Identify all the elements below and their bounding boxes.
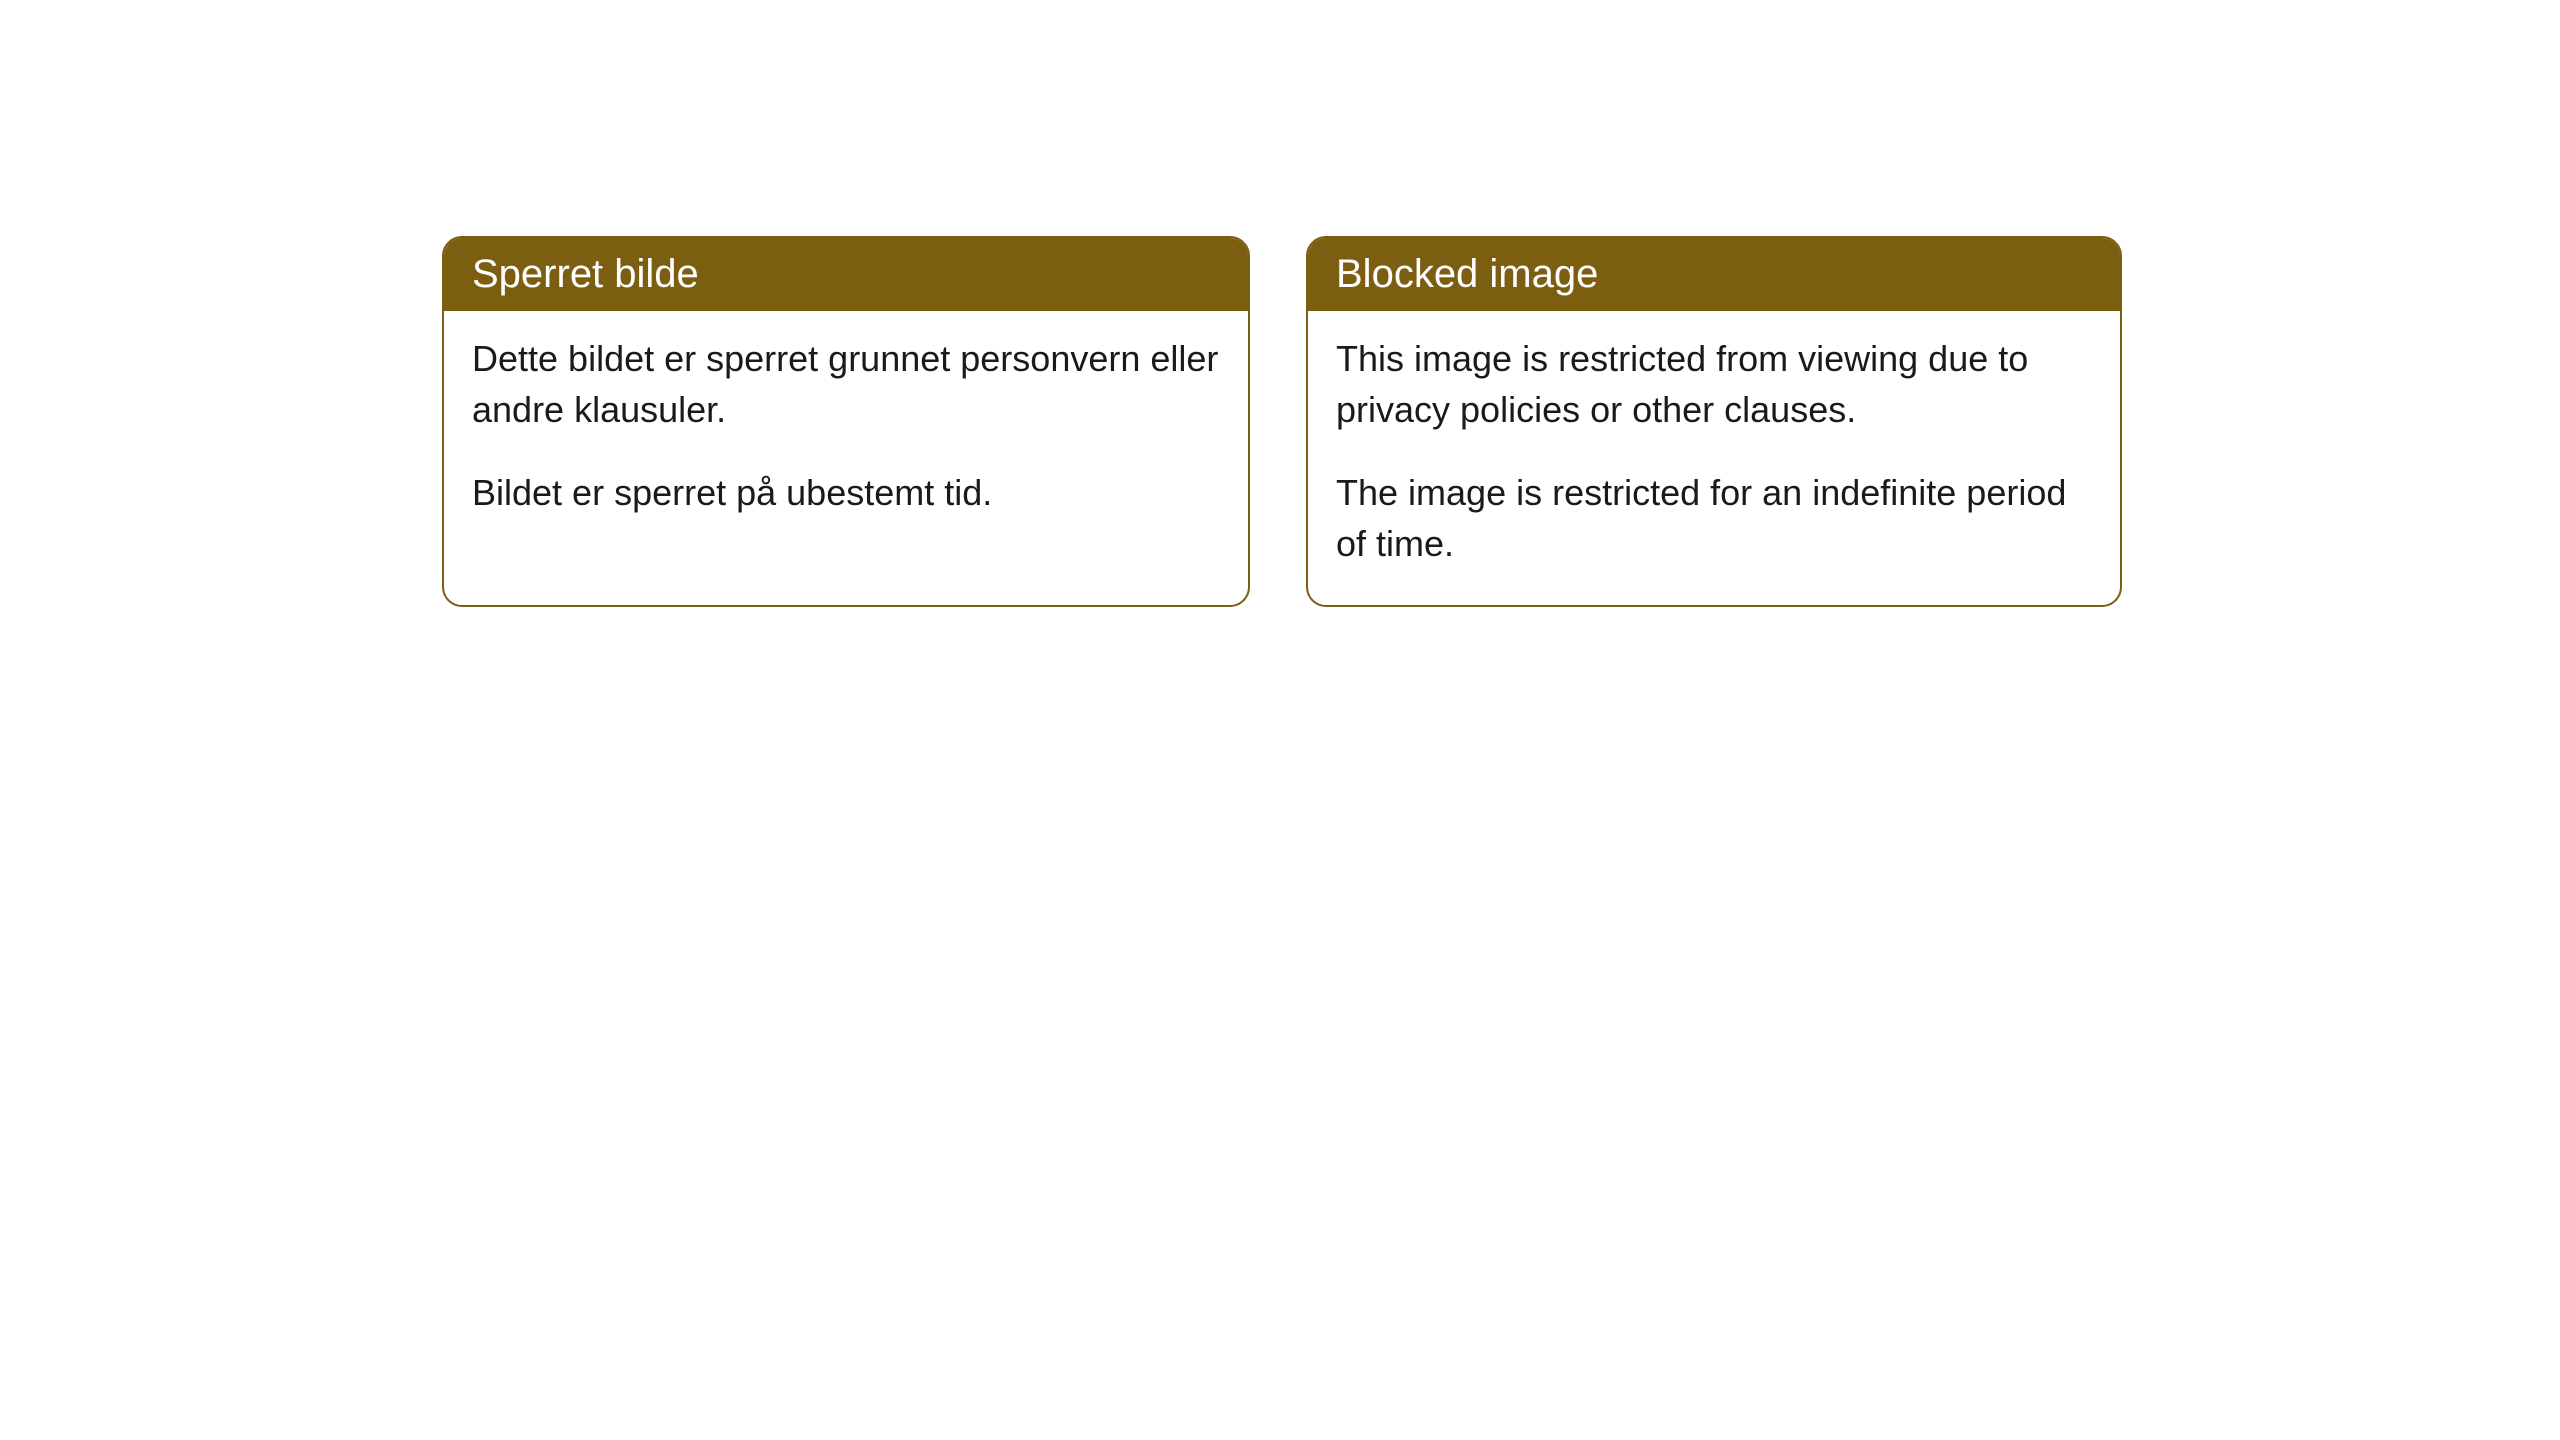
notice-header-en: Blocked image bbox=[1308, 238, 2120, 311]
notice-text-2-en: The image is restricted for an indefinit… bbox=[1336, 467, 2092, 569]
blocked-image-notice-no: Sperret bilde Dette bildet er sperret gr… bbox=[442, 236, 1250, 607]
notice-container: Sperret bilde Dette bildet er sperret gr… bbox=[0, 0, 2560, 607]
notice-body-en: This image is restricted from viewing du… bbox=[1308, 311, 2120, 605]
notice-text-1-no: Dette bildet er sperret grunnet personve… bbox=[472, 333, 1220, 435]
notice-body-no: Dette bildet er sperret grunnet personve… bbox=[444, 311, 1248, 554]
notice-header-no: Sperret bilde bbox=[444, 238, 1248, 311]
notice-title-en: Blocked image bbox=[1336, 252, 1598, 296]
notice-title-no: Sperret bilde bbox=[472, 252, 699, 296]
notice-text-1-en: This image is restricted from viewing du… bbox=[1336, 333, 2092, 435]
blocked-image-notice-en: Blocked image This image is restricted f… bbox=[1306, 236, 2122, 607]
notice-text-2-no: Bildet er sperret på ubestemt tid. bbox=[472, 467, 1220, 518]
